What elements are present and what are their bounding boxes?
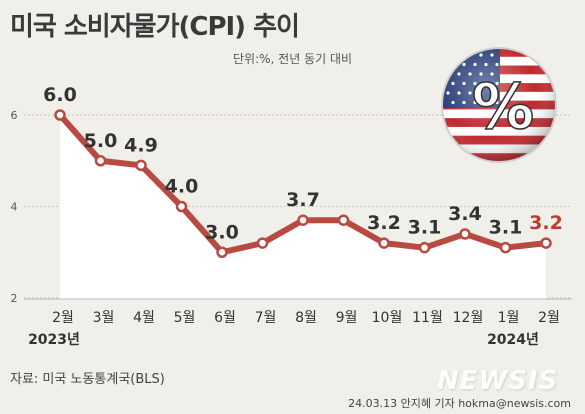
source-note: 자료: 미국 노동통계국(BLS) [10,372,165,387]
data-points [54,109,552,258]
data-point [540,237,552,249]
x-tick-label: 3월 [93,310,115,326]
data-label: 4.0 [165,176,199,198]
percent-symbol: % [472,70,534,143]
y-tick-label: 6 [11,109,18,122]
data-point [54,109,66,121]
x-tick-label: 4월 [133,310,155,326]
data-label: 5.0 [84,130,118,152]
x-tick-label: 8월 [295,310,317,326]
y-tick-label: 2 [11,292,18,305]
newsis-logo: NEWSIS [437,366,559,396]
data-labels: 6.0 5.0 4.9 4.0 3.0 3.7 3.2 3.1 3.4 3.1 3.2 [43,84,563,243]
data-point [459,228,471,240]
data-label: 3.4 [448,203,482,225]
data-label: 4.9 [124,134,158,156]
x-tick-label: 5월 [174,310,196,326]
data-point [135,159,147,172]
data-point [216,246,228,258]
data-label: 6.0 [43,84,77,106]
data-label: 3.0 [205,221,239,243]
y-axis-ticks: 2 4 6 [11,109,18,305]
data-point [337,214,350,226]
us-flag-icon: % [441,47,557,163]
x-tick-label: 10월 [372,310,403,326]
x-tick-label: 11월 [412,310,443,326]
x-tick-label: 9월 [336,310,358,326]
x-tick-label: 12월 [453,310,484,326]
x-axis-labels: 2월 3월 4월 5월 6월 7월 8월 9월 10월 11월 12월 1월 2월 2023년 2024년 [24,298,572,348]
data-point [175,200,188,213]
year-label: 2023년 [28,332,80,348]
data-label: 3.2 [367,212,401,234]
data-point [256,237,269,249]
x-tick-label: 6월 [214,310,236,326]
data-point [297,214,309,226]
credit-line: 24.03.13 안지혜 기자 hokma@newsis.com [348,397,571,410]
data-label: 3.7 [286,189,320,211]
x-tick-label: 2월 [538,310,560,326]
data-point [94,155,107,167]
chart-title: 미국 소비자물가(CPI) 추이 [10,12,300,42]
x-tick-label: 1월 [498,310,520,326]
data-label: 3.1 [408,217,442,239]
data-point [418,241,431,254]
data-label: 3.2 [529,212,563,234]
unit-label: 단위:%, 전년 동기 대비 [233,52,353,66]
data-point [378,237,390,249]
x-tick-label: 2월 [52,310,74,326]
data-point [499,241,512,254]
y-tick-label: 4 [11,201,18,214]
x-tick-label: 7월 [255,310,277,326]
year-label: 2024년 [487,332,539,348]
data-label: 3.1 [489,217,523,239]
